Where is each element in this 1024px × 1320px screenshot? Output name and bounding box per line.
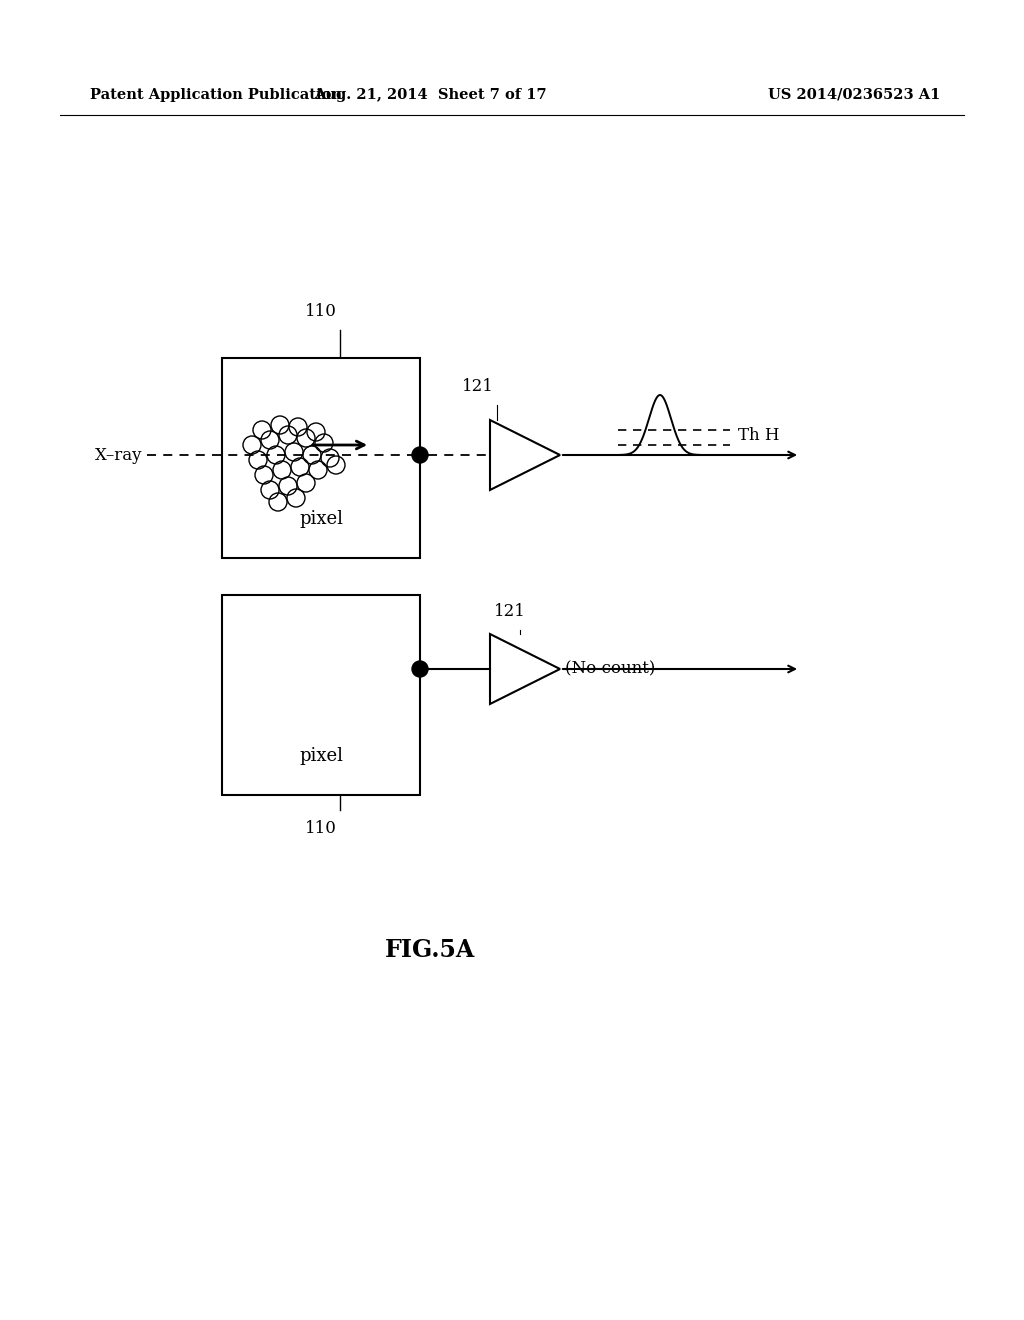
- Text: US 2014/0236523 A1: US 2014/0236523 A1: [768, 88, 940, 102]
- Bar: [222, 358, 420, 558]
- Text: pixel: pixel: [299, 510, 343, 528]
- Circle shape: [412, 447, 428, 463]
- Text: (No count): (No count): [565, 660, 655, 677]
- Text: FIG.5A: FIG.5A: [385, 939, 475, 962]
- Text: pixel: pixel: [299, 747, 343, 766]
- Text: 121: 121: [494, 603, 526, 620]
- Text: Patent Application Publication: Patent Application Publication: [90, 88, 342, 102]
- Text: X–ray: X–ray: [95, 446, 142, 463]
- Text: 110: 110: [305, 820, 337, 837]
- Text: Th H: Th H: [738, 426, 779, 444]
- Text: 110: 110: [305, 304, 337, 319]
- Text: Aug. 21, 2014  Sheet 7 of 17: Aug. 21, 2014 Sheet 7 of 17: [313, 88, 547, 102]
- Text: 121: 121: [462, 378, 494, 395]
- Circle shape: [412, 661, 428, 677]
- Bar: [222, 595, 420, 795]
